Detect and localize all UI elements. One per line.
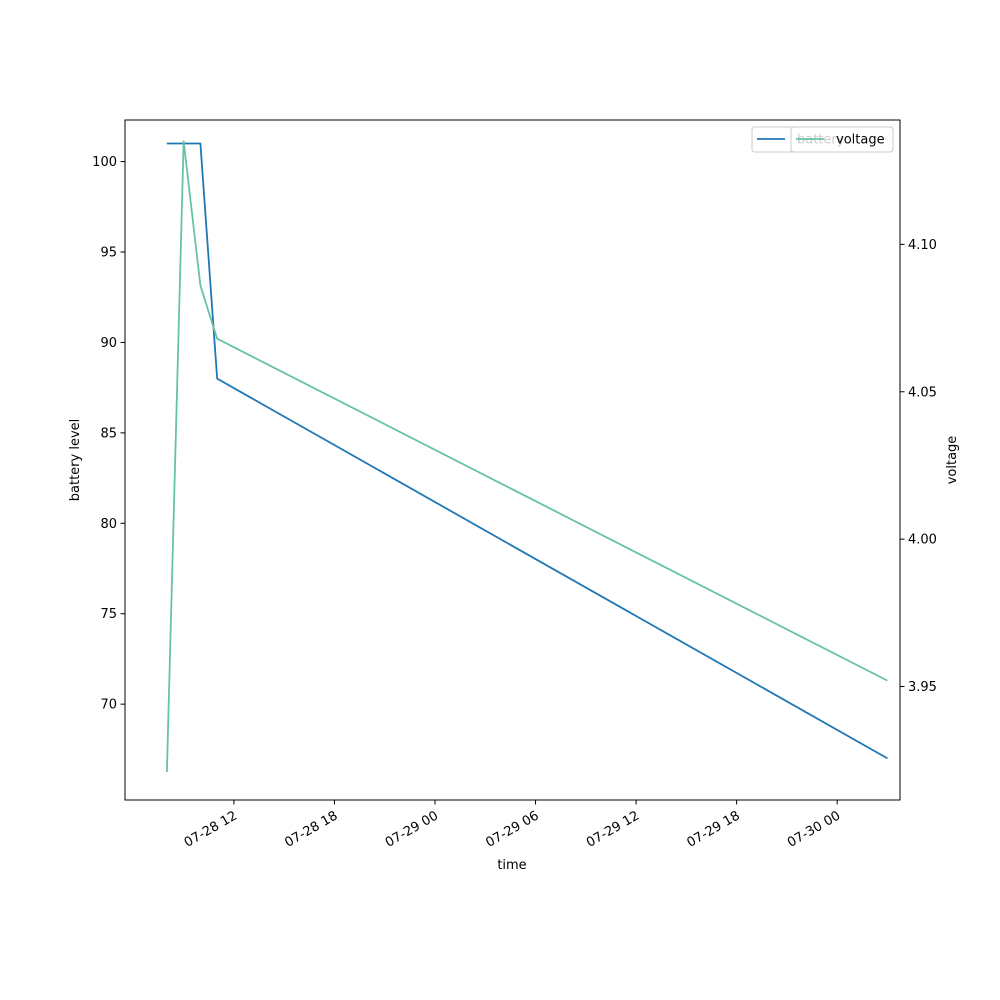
legend-voltage: voltage [790,126,894,153]
plot-lines [165,140,888,773]
y-tick-label: 95 [100,246,117,261]
x-axis: 07-28 12 07-28 18 07-29 00 07-29 06 07-29 12… [182,800,843,851]
plot-frame [124,119,901,801]
y-tick-label: 80 [100,517,117,532]
y-tick-label: 70 [100,698,117,713]
series-line-battery [166,142,888,760]
x-axis-label: time [497,858,526,873]
legends: batteryvoltage [751,126,894,153]
y-tick-label: 75 [100,607,117,622]
y-axis-label: battery level [68,419,83,502]
y-axis-right: 3.95 4.00 4.05 4.10 [900,238,937,695]
y2-tick-label: 4.05 [908,385,937,400]
y-tick-label: 100 [92,155,117,170]
x-tick-label: 07-29 00 [383,808,441,850]
y-tick-label: 85 [100,426,117,441]
legend-box [790,126,894,153]
x-tick-label: 07-28 18 [282,808,340,850]
y-tick-label: 90 [100,336,117,351]
series-line-voltage [165,140,888,773]
y2-tick-label: 4.00 [908,533,937,548]
x-tick-label: 07-29 12 [584,808,642,850]
x-tick-label: 07-29 06 [483,808,541,850]
y2-tick-label: 4.10 [908,238,937,253]
y-axis-left: 70 75 80 85 90 95 100 [92,155,125,713]
x-tick-label: 07-28 12 [182,808,240,850]
x-tick-label: 07-30 00 [785,808,843,850]
y2-axis-label: voltage [945,436,960,485]
y2-tick-label: 3.95 [908,680,937,695]
x-tick-label: 07-29 18 [684,808,742,850]
legend-label: voltage [836,133,885,148]
